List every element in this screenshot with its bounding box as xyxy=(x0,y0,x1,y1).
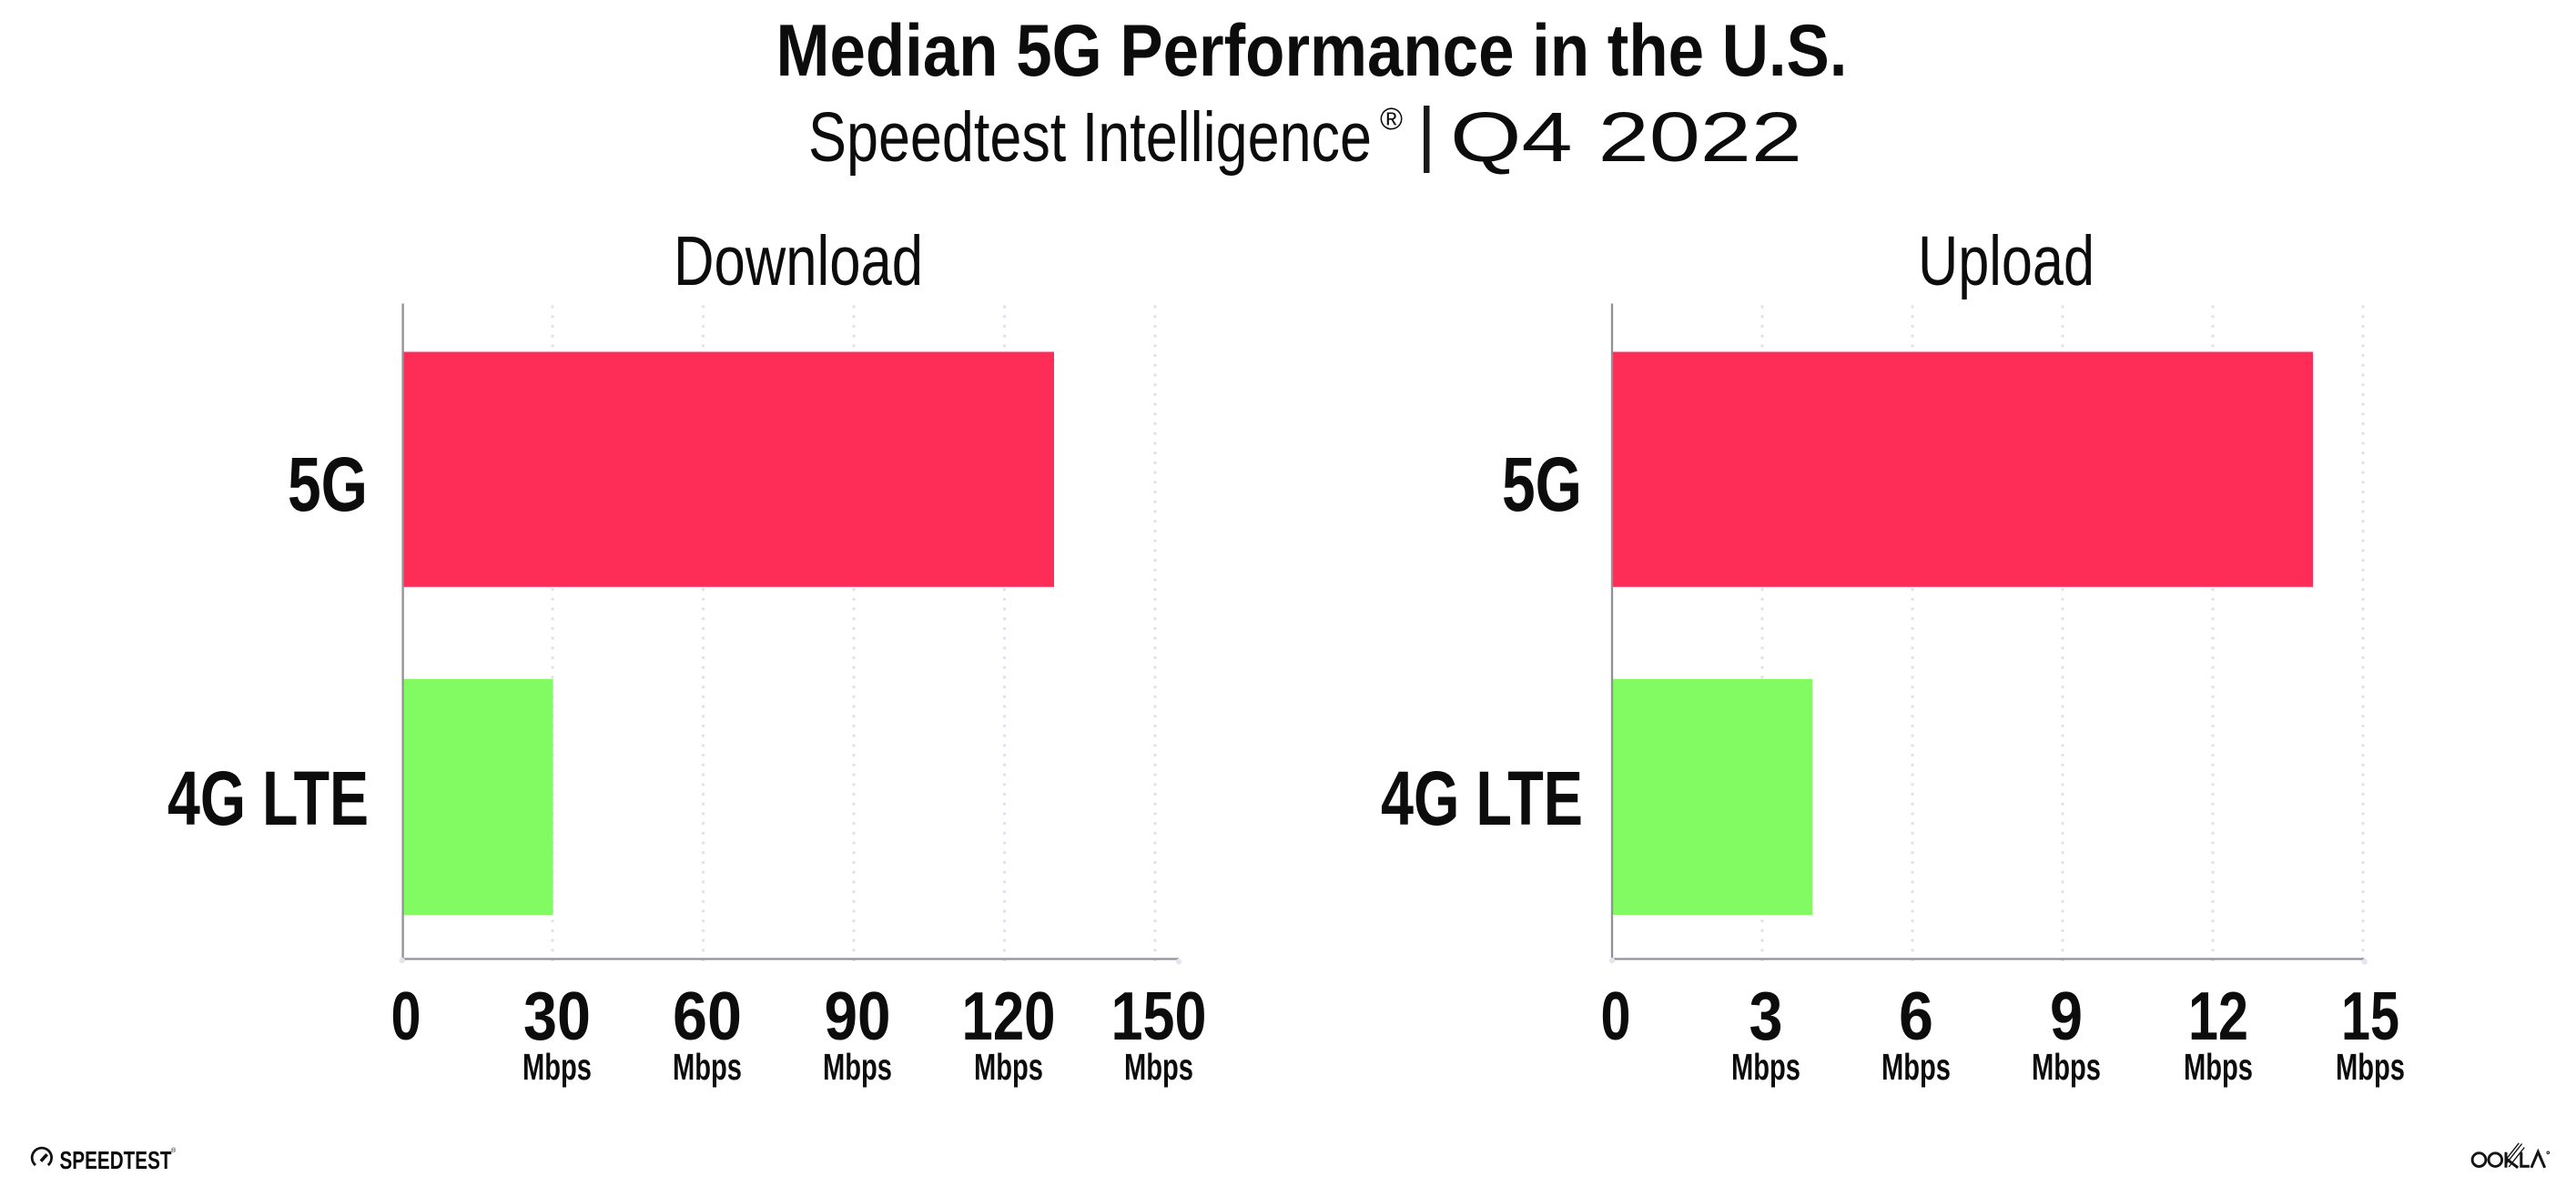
svg-text:Speedtest Intelligence: Speedtest Intelligence xyxy=(808,98,1372,177)
svg-text:5G: 5G xyxy=(288,441,368,527)
svg-text:4G LTE: 4G LTE xyxy=(167,756,369,841)
svg-text:Download: Download xyxy=(674,222,923,300)
svg-text:5G: 5G xyxy=(1502,441,1582,527)
svg-text:0: 0 xyxy=(391,978,421,1054)
svg-text:6: 6 xyxy=(1899,978,1933,1054)
svg-text:9: 9 xyxy=(2050,978,2083,1054)
svg-text:Mbps: Mbps xyxy=(2336,1046,2405,1088)
svg-text:Mbps: Mbps xyxy=(1124,1046,1193,1088)
svg-text:30: 30 xyxy=(523,978,591,1054)
svg-text:®: ® xyxy=(171,1147,177,1154)
svg-text:120: 120 xyxy=(962,978,1056,1054)
svg-text:150: 150 xyxy=(1111,978,1207,1054)
svg-text:Mbps: Mbps xyxy=(2184,1046,2253,1088)
svg-text:®: ® xyxy=(1380,102,1403,137)
svg-text:0: 0 xyxy=(1601,978,1631,1054)
svg-text:Mbps: Mbps xyxy=(1731,1046,1800,1088)
svg-text:Q4 2022: Q4 2022 xyxy=(1450,98,1802,177)
svg-text:Mbps: Mbps xyxy=(1881,1046,1951,1088)
svg-text:Mbps: Mbps xyxy=(974,1046,1043,1088)
svg-text:90: 90 xyxy=(825,978,891,1054)
svg-text:15: 15 xyxy=(2341,978,2399,1054)
svg-text:Mbps: Mbps xyxy=(823,1046,892,1088)
svg-text:Mbps: Mbps xyxy=(673,1046,742,1088)
svg-text:12: 12 xyxy=(2188,978,2248,1054)
svg-text:60: 60 xyxy=(673,978,742,1054)
svg-text:SPEEDTEST: SPEEDTEST xyxy=(60,1146,172,1174)
svg-text:Upload: Upload xyxy=(1918,222,2094,300)
svg-text:Mbps: Mbps xyxy=(522,1046,592,1088)
svg-text:Mbps: Mbps xyxy=(2032,1046,2101,1088)
svg-text:4G LTE: 4G LTE xyxy=(1381,756,1583,841)
svg-text:Median 5G Performance in the U: Median 5G Performance in the U.S. xyxy=(776,10,1848,92)
svg-text:3: 3 xyxy=(1749,978,1783,1054)
